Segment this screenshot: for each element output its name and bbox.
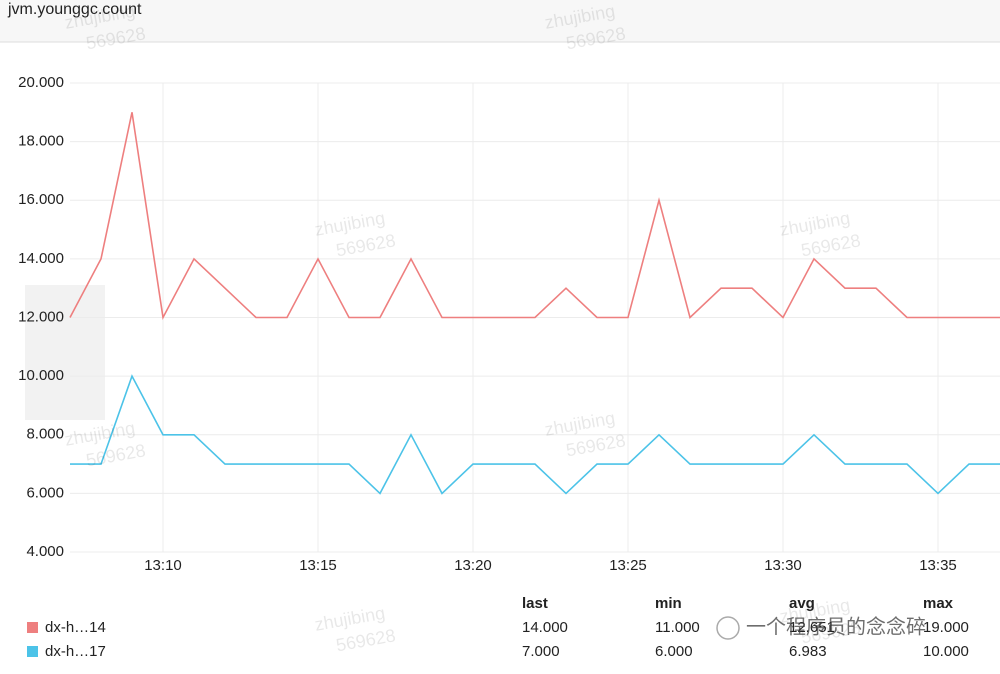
x-tick-label: 13:25: [609, 557, 647, 574]
x-tick-label: 13:35: [919, 557, 957, 574]
x-tick-label: 13:10: [144, 557, 182, 574]
legend-stat: 7.000: [522, 643, 560, 660]
x-tick-label: 13:30: [764, 557, 802, 574]
x-tick-label: 13:20: [454, 557, 492, 574]
legend-header: max: [923, 595, 954, 612]
y-tick-label: 6.000: [26, 484, 64, 501]
y-tick-label: 20.000: [18, 74, 64, 91]
legend-header: last: [522, 595, 548, 612]
y-tick-label: 14.000: [18, 250, 64, 267]
legend-stat: 12.651: [789, 619, 835, 636]
chart-title: jvm.younggc.count: [7, 1, 142, 18]
y-tick-label: 18.000: [18, 133, 64, 150]
y-tick-label: 12.000: [18, 308, 64, 325]
y-tick-label: 8.000: [26, 426, 64, 443]
series-line: [70, 374, 1000, 495]
signature: 一个程序员的念念碎: [746, 614, 926, 638]
legend-swatch: [27, 646, 38, 657]
signature-icon: [716, 616, 740, 640]
series-line: [69, 112, 1000, 321]
legend-swatch: [27, 622, 38, 633]
legend-stat: 10.000: [923, 643, 969, 660]
legend-stat: 14.000: [522, 619, 568, 636]
legend-name: dx-h…17: [45, 643, 106, 660]
header-bar: [0, 0, 1000, 42]
y-tick-label: 4.000: [26, 543, 64, 560]
legend-name: dx-h…14: [45, 619, 106, 636]
legend-stat: 6.000: [655, 643, 693, 660]
x-tick-label: 13:15: [299, 557, 337, 574]
selection-shade: [25, 285, 105, 420]
legend-stat: 11.000: [655, 619, 700, 636]
legend-header: min: [655, 595, 682, 612]
y-tick-label: 10.000: [18, 367, 64, 384]
legend-stat: 19.000: [923, 619, 969, 636]
y-tick-label: 16.000: [18, 191, 64, 208]
legend-header: avg: [789, 595, 815, 612]
legend-stat: 6.983: [789, 643, 827, 660]
